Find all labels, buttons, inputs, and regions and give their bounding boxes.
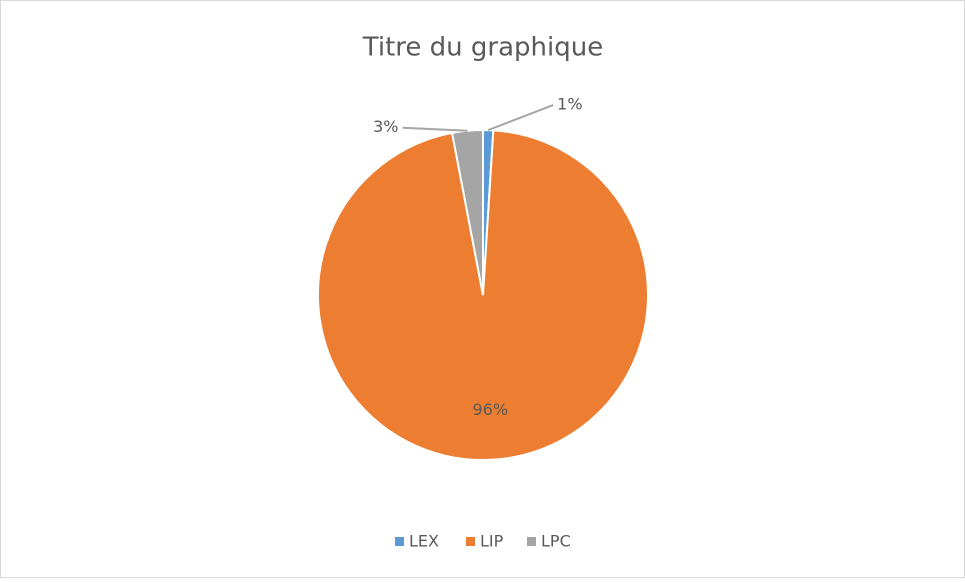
data-label: 1% [557,95,582,114]
leader-line [402,126,468,132]
chart-title: Titre du graphique [362,33,603,63]
legend-label: LEX [409,532,439,551]
data-label: 3% [373,117,398,136]
legend-swatch [466,537,475,546]
legend-swatch [527,537,536,546]
data-label: 96% [472,400,508,419]
legend-swatch [395,537,404,546]
legend-label: LIP [480,532,504,551]
pie-slice [317,129,649,461]
legend-label: LPC [541,532,571,551]
leader-line [487,104,554,132]
